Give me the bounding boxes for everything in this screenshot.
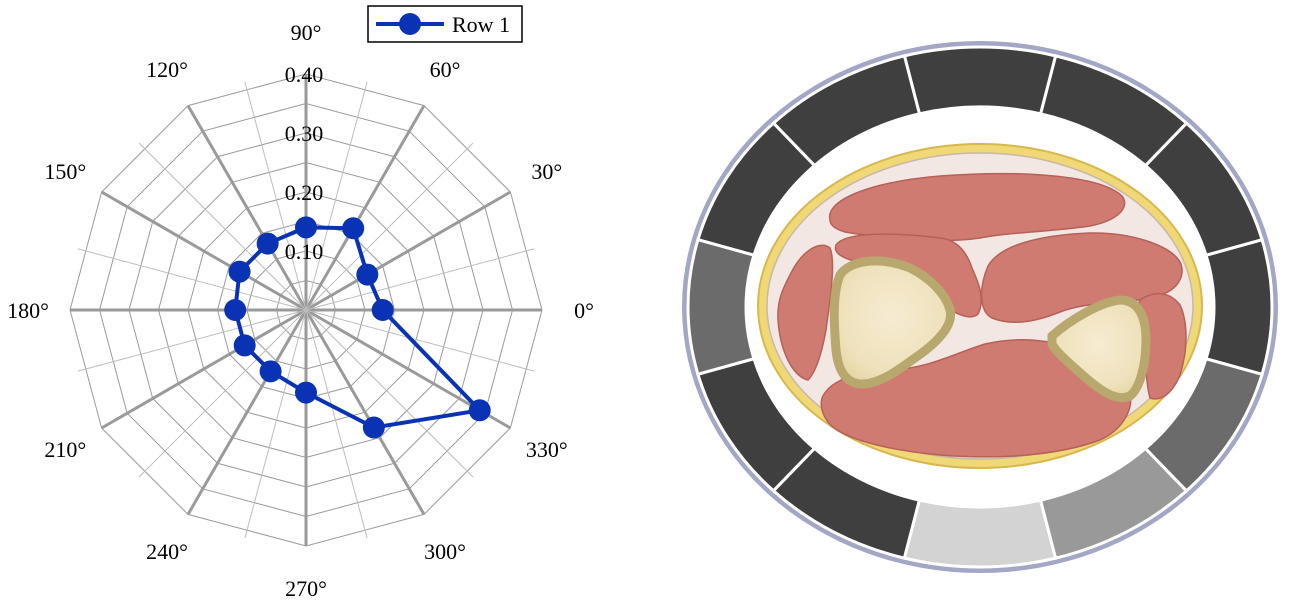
angle-label-150: 150°: [44, 159, 86, 184]
grid-spoke-10: [304, 309, 426, 516]
grid-spoke-4: [186, 104, 308, 311]
grid-minor-spoke-11: [305, 309, 535, 372]
data-point-90: [295, 216, 317, 239]
grid-spoke-1: [305, 190, 512, 312]
grid-minor-spoke-2: [305, 81, 368, 311]
grid-minor-spoke-10: [305, 309, 474, 478]
grid-minor-spoke-9: [305, 309, 368, 539]
data-point-30: [356, 263, 379, 286]
grid-minor-spoke-5: [77, 248, 307, 311]
grid-minor-spoke-4: [138, 142, 307, 311]
data-point-330: [468, 399, 491, 422]
bone-small: [1047, 295, 1151, 402]
radial-tick-labels: 0.10 0.20 0.30 0.40: [285, 62, 324, 264]
grid-spoke-7: [100, 308, 307, 430]
angle-labels: 0° 30° 60° 90° 120° 150° 180° 210° 240° 270° 300° 3…: [7, 20, 594, 601]
angle-label-330: 330°: [526, 437, 568, 462]
sector-0deg: [1204, 237, 1274, 377]
radar-grid: [69, 73, 543, 547]
data-point-270: [295, 381, 317, 404]
data-point-150: [228, 260, 251, 283]
angle-label-180: 180°: [7, 298, 49, 323]
data-point-60: [342, 217, 365, 240]
data-point-0: [371, 299, 394, 321]
legend: Row 1: [367, 5, 523, 43]
data-point-300: [362, 416, 385, 439]
legend-marker-swatch: [399, 13, 421, 35]
cross-section-sector-chart: [682, 41, 1278, 573]
radial-tick-label-1: 0.20: [285, 180, 324, 205]
angle-label-90: 90°: [291, 20, 322, 45]
grid-minor-spoke-8: [244, 309, 307, 539]
angle-label-120: 120°: [146, 57, 188, 82]
data-point-240: [259, 360, 282, 383]
radial-tick-label-2: 0.30: [285, 121, 324, 146]
data-point-120: [256, 232, 279, 255]
sector-180deg: [686, 237, 756, 377]
series-row-1: [224, 216, 491, 439]
angle-label-0: 0°: [574, 298, 594, 323]
angle-label-240: 240°: [146, 539, 188, 564]
bone-large: [829, 256, 956, 389]
ring-sectors: [686, 45, 1274, 569]
data-point-210: [233, 334, 256, 357]
sector-90deg: [902, 45, 1058, 116]
data-point-180: [224, 299, 247, 321]
grid-minor-spoke-6: [77, 309, 307, 372]
grid-spoke-5: [100, 190, 307, 312]
angle-label-60: 60°: [430, 57, 461, 82]
grid-spoke-8: [186, 309, 308, 516]
angle-label-30: 30°: [531, 159, 562, 184]
grid-minor-spoke-0: [305, 248, 535, 311]
grid-minor-spoke-7: [138, 309, 307, 478]
radial-tick-label-3: 0.40: [285, 62, 324, 87]
angle-label-300: 300°: [424, 539, 466, 564]
polar-radar-chart: 0.10 0.20 0.30 0.40 0° 30° 60° 90° 120° 150° 180°…: [7, 5, 594, 601]
legend-label-row-1: Row 1: [452, 12, 510, 37]
grid-minor-spoke-3: [244, 81, 307, 311]
radial-tick-label-0: 0.10: [285, 239, 324, 264]
muscle-left: [777, 244, 834, 381]
grid-minor-spoke-1: [305, 142, 474, 311]
limb-cross-section: [757, 143, 1203, 469]
grid-spoke-2: [304, 104, 426, 311]
angle-label-210: 210°: [44, 437, 86, 462]
angle-label-270: 270°: [285, 576, 327, 601]
sector-270deg: [902, 498, 1058, 569]
